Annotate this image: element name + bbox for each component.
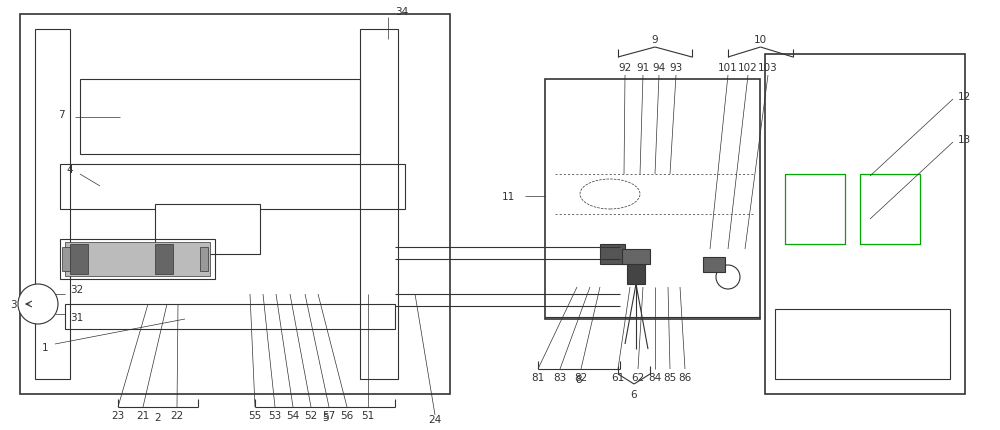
Text: 56: 56 — [340, 410, 354, 420]
Text: 82: 82 — [574, 372, 588, 382]
Bar — [600, 244, 625, 264]
Text: 4: 4 — [66, 165, 73, 175]
Text: 93: 93 — [669, 63, 683, 73]
Text: 84: 84 — [648, 372, 662, 382]
Text: 10: 10 — [754, 35, 767, 45]
Text: 51: 51 — [361, 410, 375, 420]
Text: 7: 7 — [58, 110, 65, 120]
Text: 12: 12 — [958, 92, 971, 102]
Circle shape — [18, 284, 58, 324]
Bar — [62, 247, 70, 271]
Bar — [200, 247, 208, 271]
Text: 52: 52 — [304, 410, 318, 420]
Text: 32: 32 — [70, 284, 83, 294]
Text: 61: 61 — [611, 372, 625, 382]
Bar — [622, 249, 650, 264]
Text: 103: 103 — [758, 63, 778, 73]
Bar — [765, 55, 965, 394]
Bar — [155, 205, 260, 255]
Text: 5: 5 — [322, 412, 328, 422]
Text: 85: 85 — [663, 372, 677, 382]
Bar — [65, 243, 210, 276]
Text: 34: 34 — [395, 7, 408, 17]
Text: 94: 94 — [652, 63, 666, 73]
Bar — [70, 244, 88, 274]
Text: 24: 24 — [428, 414, 442, 424]
Text: 83: 83 — [553, 372, 567, 382]
Bar — [785, 175, 845, 244]
Bar — [545, 80, 760, 319]
Text: 31: 31 — [70, 312, 83, 322]
Text: 53: 53 — [268, 410, 282, 420]
Text: 3: 3 — [10, 299, 17, 309]
Text: 9: 9 — [652, 35, 658, 45]
Text: 86: 86 — [678, 372, 692, 382]
Text: 1: 1 — [41, 342, 48, 352]
Bar — [155, 244, 173, 274]
Text: 11: 11 — [502, 191, 515, 202]
Text: 81: 81 — [531, 372, 545, 382]
Bar — [627, 264, 645, 284]
Bar — [60, 240, 215, 280]
Text: 54: 54 — [286, 410, 300, 420]
Bar — [20, 15, 450, 394]
Bar — [80, 80, 360, 155]
Bar — [703, 258, 725, 272]
Text: 23: 23 — [111, 410, 125, 420]
Bar — [65, 304, 395, 329]
Text: 13: 13 — [958, 135, 971, 144]
Text: 101: 101 — [718, 63, 738, 73]
Text: 55: 55 — [248, 410, 262, 420]
Bar — [60, 165, 405, 209]
Text: 102: 102 — [738, 63, 758, 73]
Text: 57: 57 — [322, 410, 336, 420]
Text: 91: 91 — [636, 63, 650, 73]
Text: 8: 8 — [576, 374, 582, 384]
Bar — [860, 175, 920, 244]
Text: 22: 22 — [170, 410, 184, 420]
Bar — [35, 30, 70, 379]
Text: 62: 62 — [631, 372, 645, 382]
Text: 92: 92 — [618, 63, 632, 73]
Bar — [775, 309, 950, 379]
Text: 6: 6 — [631, 389, 637, 399]
Circle shape — [716, 265, 740, 289]
Text: 21: 21 — [136, 410, 150, 420]
Text: 2: 2 — [155, 412, 161, 422]
Bar — [360, 30, 398, 379]
